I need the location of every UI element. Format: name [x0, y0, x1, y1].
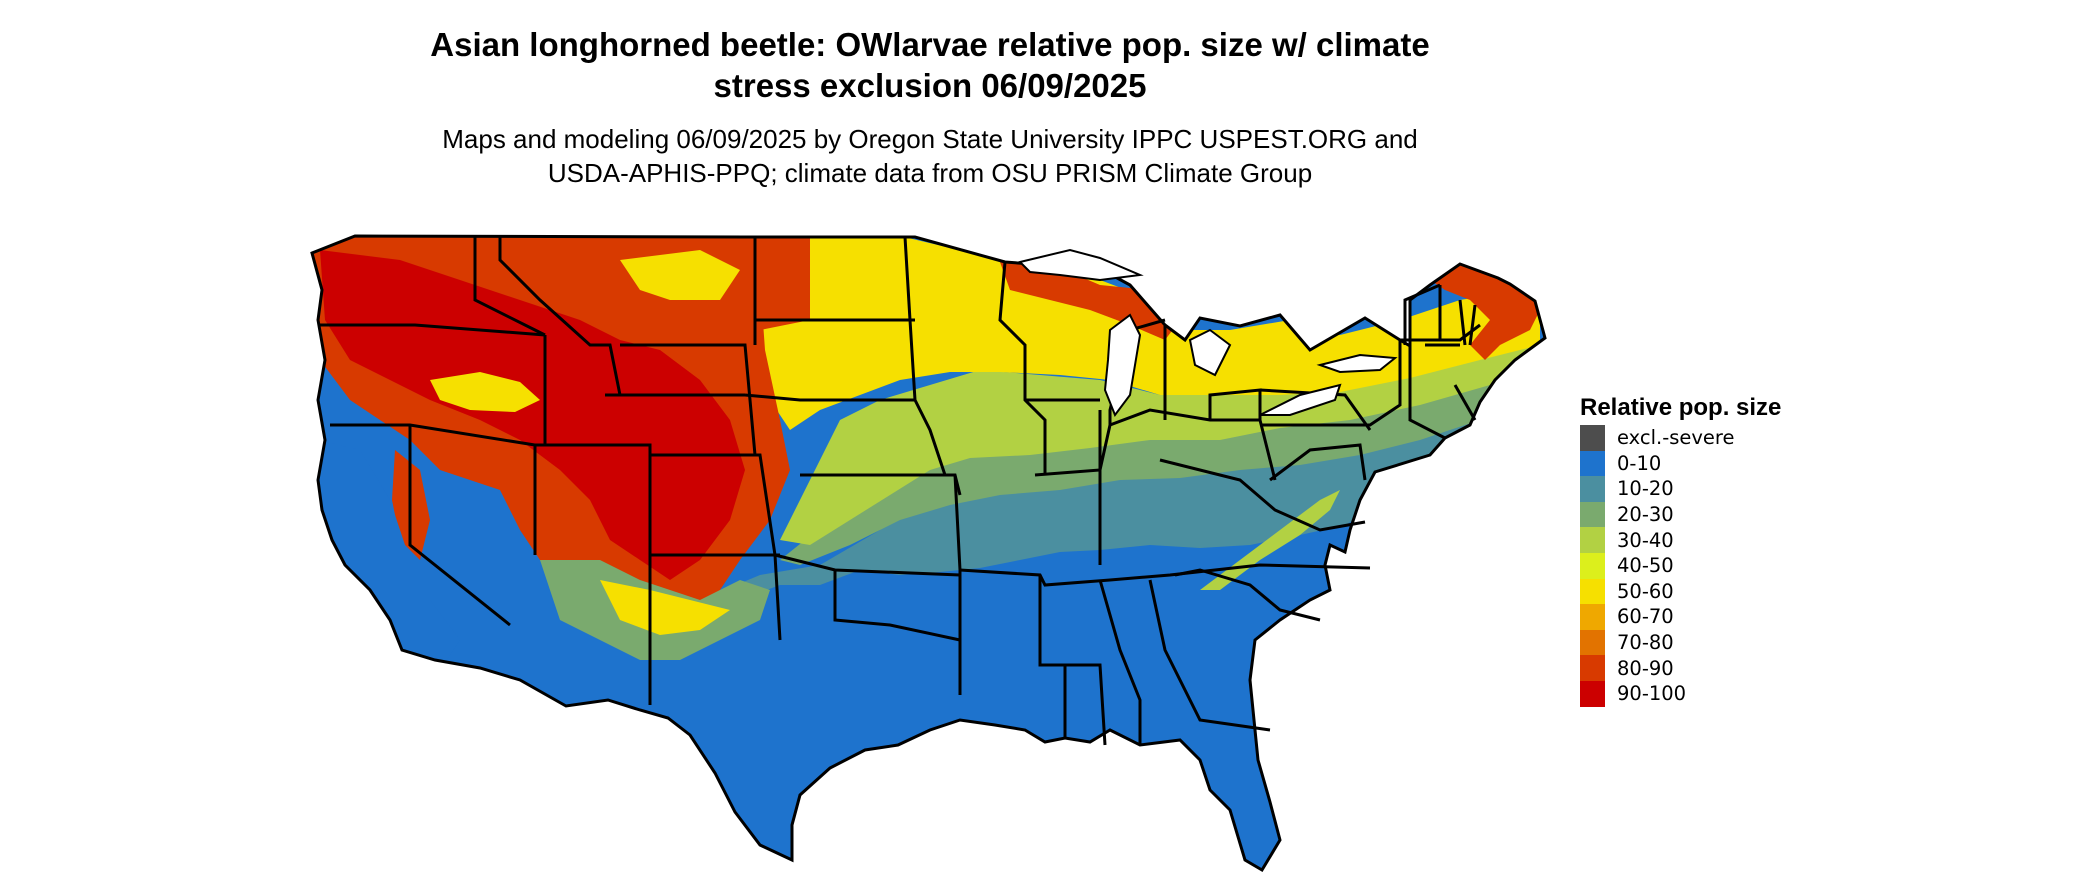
zone-10-20	[700, 380, 1520, 600]
map-title: Asian longhorned beetle: OWlarvae relati…	[355, 24, 1505, 106]
us-outline	[310, 234, 1547, 873]
zone-30-40-appalachia	[1200, 490, 1340, 590]
state-boundaries	[320, 236, 1481, 746]
legend-label: 50-60	[1617, 579, 1674, 603]
legend-label: excl.-severe	[1617, 426, 1735, 450]
zone-50-60-southwest	[600, 580, 730, 635]
legend-label: 0-10	[1617, 451, 1662, 475]
zone-0-10-california	[318, 440, 460, 670]
great-lakes	[1018, 248, 1398, 418]
legend-title: Relative pop. size	[1580, 394, 1782, 421]
zone-50-60-montana	[620, 250, 740, 300]
legend-swatch	[1580, 450, 1605, 477]
legend-swatch	[1580, 655, 1605, 681]
legend-label: 90-100	[1617, 682, 1687, 706]
legend-label: 40-50	[1617, 554, 1674, 578]
legend-label: 80-90	[1617, 656, 1674, 680]
legend-item: 90-100	[1580, 680, 1781, 707]
zone-50-60-plateau	[430, 372, 540, 412]
legend-item: 40-50	[1580, 552, 1781, 579]
map-fill	[312, 236, 1545, 870]
legend-item: 70-80	[1580, 629, 1781, 656]
legend-swatch	[1580, 578, 1605, 605]
lake-ontario	[1316, 353, 1398, 374]
legend-item: excl.-severe	[1580, 425, 1781, 451]
legend-item: 10-20	[1580, 476, 1781, 502]
subtitle-line-1: Maps and modeling 06/09/2025 by Oregon S…	[442, 124, 1418, 154]
legend-label: 30-40	[1617, 528, 1674, 552]
legend: Relative pop. size excl.-severe 0-10 10-20…	[1580, 393, 1781, 707]
legend-swatch	[1580, 680, 1605, 707]
legend-item: 30-40	[1580, 527, 1781, 553]
subtitle-line-2: USDA-APHIS-PPQ; climate data from OSU PR…	[547, 158, 1313, 188]
legend-item: 50-60	[1580, 578, 1781, 605]
legend-label: 70-80	[1617, 631, 1674, 655]
legend-swatch	[1580, 552, 1605, 579]
legend-swatch	[1580, 501, 1605, 528]
legend-items: excl.-severe 0-10 10-20 20-30 30-40 40-50 50-6…	[1580, 425, 1781, 707]
legend-label: 10-20	[1617, 477, 1674, 501]
lake-michigan	[1103, 313, 1142, 418]
legend-item: 80-90	[1580, 655, 1781, 681]
title-line-2: stress exclusion 06/09/2025	[713, 67, 1147, 104]
legend-swatch	[1580, 476, 1605, 502]
legend-item: 0-10	[1580, 450, 1781, 477]
legend-swatch	[1580, 604, 1605, 630]
zone-90-100-west	[320, 250, 745, 580]
title-line-1: Asian longhorned beetle: OWlarvae relati…	[430, 26, 1430, 63]
lake-superior	[1018, 248, 1144, 282]
legend-label: 20-30	[1617, 503, 1674, 527]
legend-item: 60-70	[1580, 604, 1781, 630]
legend-label: 60-70	[1617, 605, 1674, 629]
legend-swatch	[1580, 629, 1605, 656]
zone-80-90-michigan	[1000, 262, 1180, 340]
lake-erie	[1259, 383, 1342, 416]
legend-item: 20-30	[1580, 501, 1781, 528]
legend-swatch	[1580, 527, 1605, 553]
lake-huron	[1188, 328, 1232, 377]
legend-swatch	[1580, 425, 1605, 451]
map-subtitle: Maps and modeling 06/09/2025 by Oregon S…	[355, 122, 1505, 190]
